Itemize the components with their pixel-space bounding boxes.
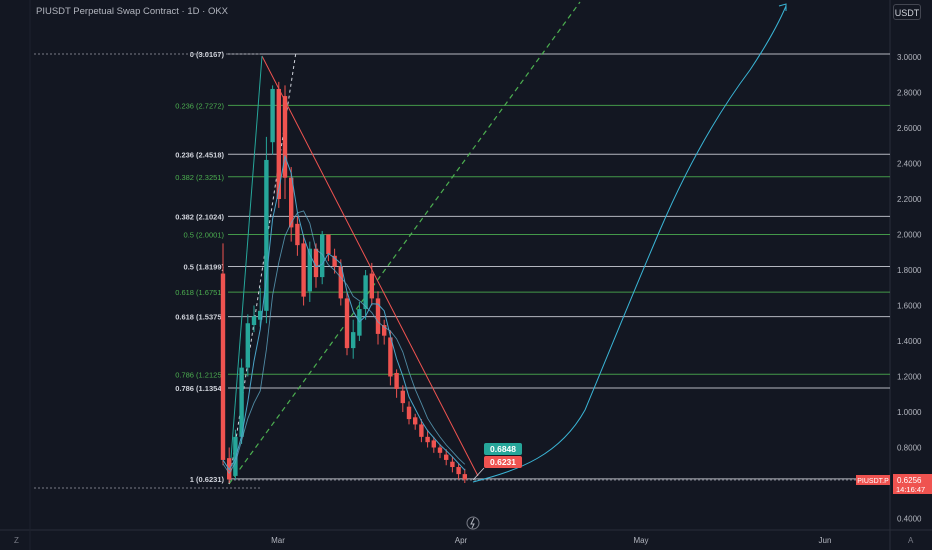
candle-body[interactable] xyxy=(326,234,331,255)
y-tick-label: 2.4000 xyxy=(897,160,922,169)
candle-body[interactable] xyxy=(413,417,418,425)
candle-body[interactable] xyxy=(431,440,436,448)
candle-body[interactable] xyxy=(332,255,337,267)
candle-body[interactable] xyxy=(406,406,412,420)
candle-body[interactable] xyxy=(425,436,430,443)
candle-body[interactable] xyxy=(419,424,424,437)
countdown-label: 14:16:47 xyxy=(896,485,925,494)
candle-body[interactable] xyxy=(363,275,368,310)
y-tick-label: 2.6000 xyxy=(897,124,922,133)
fib-level-label: 0.786 (1.2125) xyxy=(175,370,224,379)
x-tick-label: Jun xyxy=(819,536,832,545)
candle-body[interactable] xyxy=(462,474,467,480)
fib-level-label: 0.382 (2.1024) xyxy=(175,212,224,221)
candle-body[interactable] xyxy=(382,325,387,336)
fib-level-label: 0.5 (1.8199) xyxy=(184,262,225,271)
candle-body[interactable] xyxy=(320,234,325,278)
y-tick-label: 2.0000 xyxy=(897,231,922,240)
last-price-badge xyxy=(893,474,932,494)
fib-level-label: 1 (0.6231) xyxy=(190,475,225,484)
candle-body[interactable] xyxy=(444,454,449,460)
candle-body[interactable] xyxy=(400,390,405,404)
candle-body[interactable] xyxy=(456,467,461,475)
fib-level-label: 0.618 (1.6751) xyxy=(175,288,224,297)
x-tick-label: Mar xyxy=(271,536,285,545)
y-tick-label: 2.2000 xyxy=(897,195,922,204)
x-tick-label: May xyxy=(633,536,648,545)
currency-button[interactable]: USDT xyxy=(893,4,921,20)
candle-body[interactable] xyxy=(450,461,455,468)
projection-curve xyxy=(472,5,787,483)
candle-body[interactable] xyxy=(338,266,343,299)
timezone-icon[interactable]: Z xyxy=(14,536,19,545)
candle-body[interactable] xyxy=(388,337,393,377)
symbol-tag-label: PIUSDT.P xyxy=(857,478,889,485)
candle-body[interactable] xyxy=(258,310,263,320)
candle-body[interactable] xyxy=(282,96,288,178)
moving-average-line xyxy=(222,210,466,475)
candle-body[interactable] xyxy=(270,88,275,143)
candle-body[interactable] xyxy=(295,223,300,246)
fib-level-label: 0.618 (1.5375) xyxy=(175,313,224,322)
callout-pointer xyxy=(472,467,485,481)
candle-body[interactable] xyxy=(276,88,281,199)
price-callout-label: 0.6848 xyxy=(490,444,516,454)
fib-level-label: 0.786 (1.1354) xyxy=(175,384,224,393)
fib-level-label: 0.382 (2.3251) xyxy=(175,173,224,182)
fib-level-label: 0.236 (2.4518) xyxy=(175,150,224,159)
trendline-green xyxy=(228,55,263,485)
candle-body[interactable] xyxy=(220,273,226,460)
y-tick-label: 1.6000 xyxy=(897,302,922,311)
x-tick-label: Apr xyxy=(455,536,468,545)
y-tick-label: 2.8000 xyxy=(897,89,922,98)
price-callout-box xyxy=(484,443,522,455)
price-callout-box xyxy=(484,456,522,468)
price-callout-label: 0.6231 xyxy=(490,457,516,467)
candle-body[interactable] xyxy=(351,332,356,349)
y-tick-label: 1.0000 xyxy=(897,408,922,417)
chart-title: PIUSDT Perpetual Swap Contract · 1D · OK… xyxy=(36,6,229,17)
lightning-icon-glyph xyxy=(470,517,475,529)
y-tick-label: 0.8000 xyxy=(897,444,922,453)
candle-body[interactable] xyxy=(344,298,350,349)
y-tick-label: 0.4000 xyxy=(897,515,922,524)
candle-body[interactable] xyxy=(289,177,294,228)
candle-body[interactable] xyxy=(301,243,306,297)
symbol-tag xyxy=(856,475,890,485)
trendline-red xyxy=(261,55,479,477)
projection-arrow-icon xyxy=(778,3,787,11)
candle-body[interactable] xyxy=(239,367,244,437)
candle-body[interactable] xyxy=(313,248,319,278)
candle-body[interactable] xyxy=(437,447,443,453)
y-tick-label: 1.8000 xyxy=(897,266,922,275)
candle-body[interactable] xyxy=(251,316,257,326)
candle-body[interactable] xyxy=(233,436,238,476)
y-tick-label: 1.4000 xyxy=(897,337,922,346)
lightning-icon[interactable] xyxy=(466,516,480,530)
moving-average-line xyxy=(222,154,466,471)
candle-body[interactable] xyxy=(394,372,399,389)
auto-scale-icon[interactable]: A xyxy=(908,536,914,545)
fib-level-label: 0.5 (2.0001) xyxy=(184,230,225,239)
y-tick-label: 1.2000 xyxy=(897,373,922,382)
candle-body[interactable] xyxy=(375,298,381,334)
candle-body[interactable] xyxy=(369,273,374,299)
y-tick-label: 3.0000 xyxy=(897,53,922,62)
fib-level-label: 0.236 (2.7272) xyxy=(175,101,224,110)
candle-body[interactable] xyxy=(264,159,269,311)
last-price-value: 0.6256 xyxy=(897,476,922,485)
candle-body[interactable] xyxy=(245,323,250,368)
candle-body[interactable] xyxy=(307,248,312,292)
projection-dashed-green xyxy=(228,1,581,485)
